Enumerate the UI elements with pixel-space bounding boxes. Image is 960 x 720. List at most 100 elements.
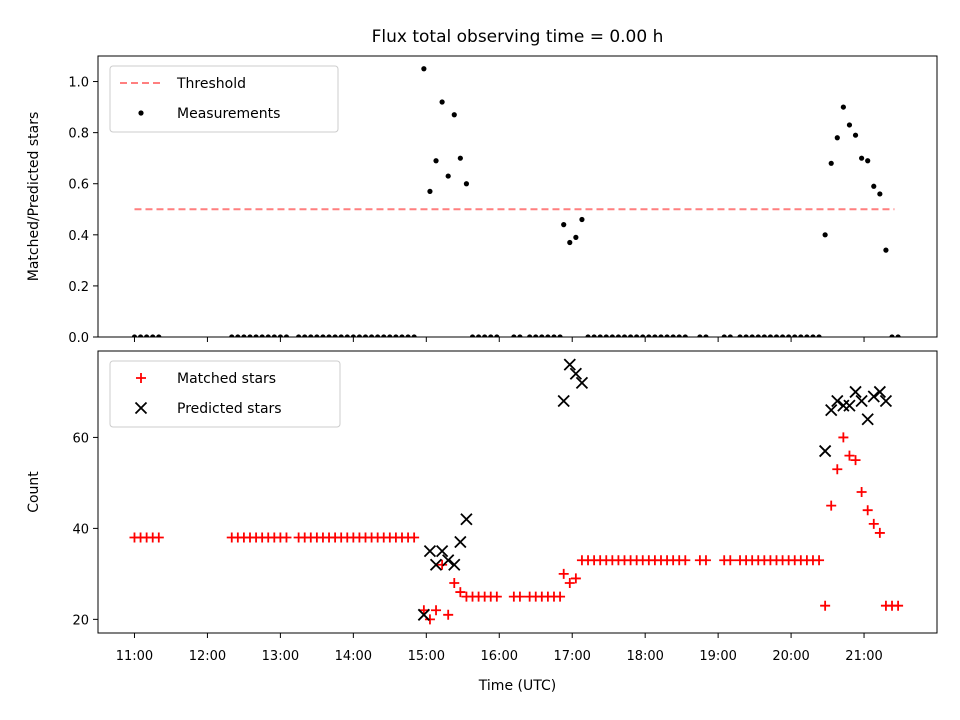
plot-area	[129, 358, 904, 625]
data-point	[314, 334, 320, 337]
data-point	[828, 160, 834, 166]
data-point	[533, 334, 539, 337]
data-point	[749, 334, 755, 337]
data-point	[326, 334, 332, 337]
y-tick-label: 0.0	[68, 331, 89, 346]
data-point	[229, 334, 235, 337]
data-point	[820, 600, 831, 611]
data-point	[634, 334, 640, 337]
bottom-panel: 20 40 60 11:00 12:00 13:00 14:00 15:00 16:00 17:0…	[26, 350, 938, 694]
data-point	[837, 399, 850, 412]
data-point	[381, 334, 387, 337]
data-point	[844, 450, 855, 461]
data-point	[792, 334, 798, 337]
y-tick-label: 1.0	[68, 76, 89, 91]
data-point	[488, 334, 494, 337]
data-point	[697, 334, 703, 337]
y-tick-label: 60	[72, 431, 89, 446]
data-point	[131, 334, 138, 337]
data-point	[761, 334, 767, 337]
y-tick-label: 0.4	[68, 229, 89, 244]
data-point	[527, 334, 533, 337]
data-point	[621, 334, 628, 337]
y-tick-label: 40	[72, 522, 89, 537]
data-point	[831, 394, 844, 408]
data-point	[235, 334, 241, 337]
x-tick-label: 18:00	[626, 649, 663, 664]
x-tick-label: 19:00	[699, 649, 736, 664]
data-point	[879, 394, 893, 408]
data-point	[569, 367, 583, 380]
x-tick-label: 14:00	[335, 649, 372, 664]
data-point	[338, 334, 344, 337]
data-point	[393, 334, 399, 337]
data-point	[825, 403, 838, 417]
data-point	[861, 413, 874, 426]
chart-title: Flux total observing time = 0.00 h	[372, 27, 664, 47]
data-point	[156, 334, 162, 337]
data-point	[551, 334, 557, 337]
data-point	[344, 334, 350, 337]
data-point	[585, 334, 591, 337]
data-point	[591, 334, 597, 337]
data-point	[856, 487, 867, 497]
data-point	[442, 554, 455, 567]
data-point	[433, 158, 439, 164]
data-point	[727, 334, 733, 337]
x-tick-label: 12:00	[189, 649, 226, 664]
data-point	[411, 334, 417, 337]
data-point	[895, 334, 901, 337]
data-point	[247, 334, 253, 337]
data-point	[435, 544, 449, 558]
data-point	[570, 573, 581, 584]
data-point	[840, 104, 846, 110]
data-point	[850, 455, 861, 466]
y-axis-label: Matched/Predicted stars	[26, 112, 42, 282]
x-tick-label: 20:00	[772, 649, 809, 664]
data-point	[539, 334, 545, 337]
data-point	[873, 385, 886, 399]
data-point	[494, 334, 500, 337]
legend-swatch	[134, 401, 148, 415]
data-point	[767, 334, 774, 337]
legend: Matched stars Predicted stars	[109, 360, 341, 428]
series-predicted-stars	[417, 358, 893, 621]
data-point	[721, 334, 727, 337]
data-point	[838, 432, 849, 443]
data-point	[417, 608, 431, 621]
data-point	[253, 334, 259, 337]
data-point	[460, 513, 473, 526]
y-tick-label: 0.2	[68, 280, 89, 295]
data-point	[150, 334, 156, 337]
data-point	[670, 334, 676, 337]
y-tick-label: 0.8	[68, 127, 89, 142]
data-point	[265, 334, 271, 337]
data-point	[865, 158, 871, 164]
plot-area	[131, 66, 901, 337]
data-point	[615, 334, 622, 337]
data-point	[798, 334, 804, 337]
data-point	[846, 122, 853, 128]
legend-label: Threshold	[176, 76, 246, 92]
data-point	[455, 587, 466, 598]
data-point	[437, 559, 448, 570]
x-tick-label: 11:00	[116, 649, 153, 664]
data-point	[627, 334, 634, 337]
data-point	[868, 518, 879, 529]
data-point	[658, 334, 664, 337]
x-tick-label: 21:00	[845, 649, 882, 664]
data-point	[511, 334, 517, 337]
y-tick-label: 20	[72, 613, 89, 628]
data-point	[137, 334, 144, 337]
data-point	[423, 544, 437, 558]
data-point	[867, 390, 880, 403]
data-point	[557, 394, 570, 408]
data-point	[682, 334, 688, 337]
data-point	[700, 555, 711, 566]
data-point	[375, 334, 381, 337]
legend-swatch	[138, 110, 144, 116]
data-point	[852, 132, 859, 138]
x-tick-label: 17:00	[553, 649, 590, 664]
